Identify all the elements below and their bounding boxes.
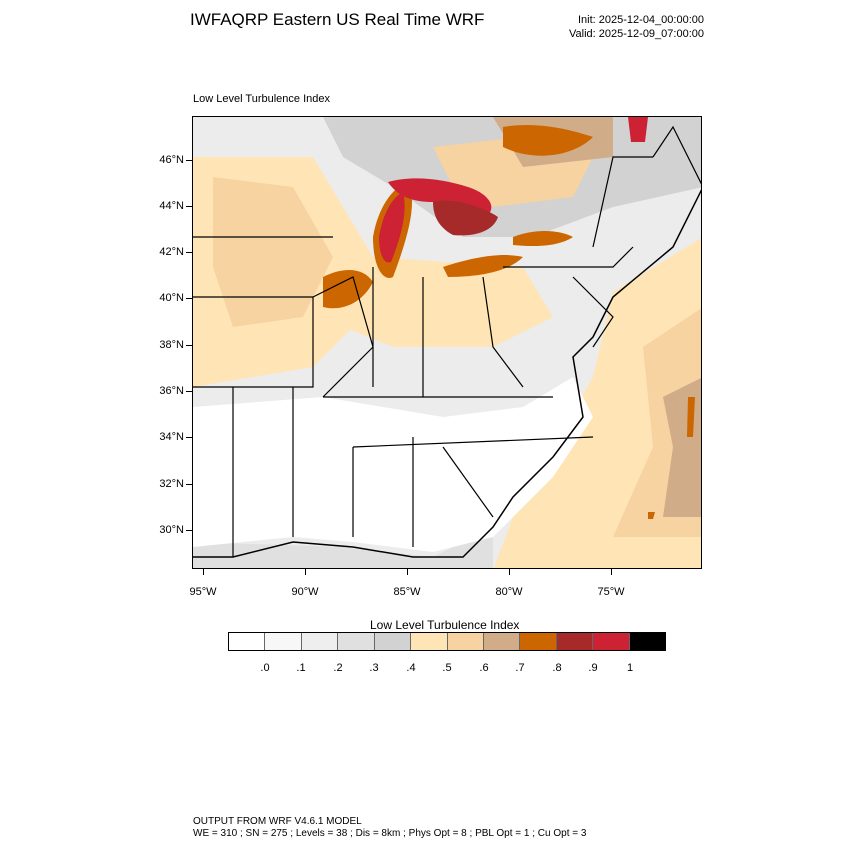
colorbar-label: 1 [626,662,634,674]
border-line [193,296,314,388]
colorbar-swatch [301,633,339,650]
quebec-red-patch [628,117,648,142]
lat-label: 34°N [159,431,184,443]
colorbar-label: .0 [260,662,270,674]
lake-michigan-core [379,192,405,263]
colorbar-label: .1 [296,662,306,674]
colorbar-label: .2 [333,662,343,674]
lat-label: 36°N [159,385,184,397]
coastline [193,189,701,558]
state-boundaries [193,125,701,557]
map-subtitle: Low Level Turbulence Index [193,93,330,105]
border-line [442,446,494,518]
lat-tick [186,206,192,207]
lake-erie [443,255,523,277]
lat-tick [186,345,192,346]
footer-model: OUTPUT FROM WRF V4.6.1 MODEL [193,816,362,827]
colorbar-swatch [374,633,412,650]
lon-label: 75°W [597,586,625,598]
lat-label: 38°N [159,339,184,351]
lon-label: 85°W [393,586,421,598]
colorbar-swatch [411,633,448,650]
colorbar-label: .5 [442,662,452,674]
colorbar-swatch [629,633,666,650]
lon-tick [305,569,306,575]
border-line [352,436,594,448]
colorbar-swatch [338,633,375,650]
midwest-shading-mid [213,177,333,327]
quebec-patch [503,125,593,156]
lat-tick [186,298,192,299]
lon-label: 90°W [291,586,319,598]
lon-tick [611,569,612,575]
lake-huron [433,200,498,236]
init-time: Init: 2025-12-04_00:00:00 [578,14,704,26]
ohio-shading [343,257,553,347]
lon-label: 80°W [495,586,523,598]
lon-tick [203,569,204,575]
border-line [592,156,653,248]
colorbar-label: .6 [479,662,489,674]
atlantic-speck [687,397,695,437]
lat-tick [186,530,192,531]
lat-tick [186,437,192,438]
border-line [652,125,701,185]
lat-tick [186,391,192,392]
colorbar-label: .7 [515,662,525,674]
turbulence-map [193,117,701,568]
lon-label: 95°W [189,586,217,598]
colorbar-swatch [265,633,302,650]
lon-tick [509,569,510,575]
border-line [503,246,634,268]
colorbar-swatch [483,633,521,650]
footer-config: WE = 310 ; SN = 275 ; Levels = 38 ; Dis … [193,828,587,839]
lat-tick [186,160,192,161]
lat-label: 44°N [159,200,184,212]
colorbar-swatch [593,633,630,650]
lat-label: 40°N [159,292,184,304]
plot-title: IWFAQRP Eastern US Real Time WRF [190,10,485,29]
lon-tick [407,569,408,575]
border-line [572,276,614,348]
lat-label: 46°N [159,154,184,166]
colorbar-swatch [556,633,594,650]
colorbar-swatch [520,633,557,650]
colorbar-label: .4 [406,662,416,674]
colorbar-title: Low Level Turbulence Index [370,618,520,632]
lake-ontario [513,231,573,247]
colorbar-label: .9 [588,662,598,674]
colorbar [228,632,666,651]
lat-label: 30°N [159,524,184,536]
lat-tick [186,484,192,485]
lat-label: 32°N [159,478,184,490]
colorbar-swatch [447,633,484,650]
border-line [312,276,374,398]
illinois-patch [323,270,373,309]
colorbar-swatch [229,633,266,650]
border-line [482,276,524,388]
valid-time: Valid: 2025-12-09_07:00:00 [569,28,704,40]
colorbar-label: .8 [552,662,562,674]
atlantic-speck-2 [648,512,655,519]
lat-tick [186,252,192,253]
colorbar-label: .3 [369,662,379,674]
map-panel [192,116,702,569]
lat-label: 42°N [159,246,184,258]
